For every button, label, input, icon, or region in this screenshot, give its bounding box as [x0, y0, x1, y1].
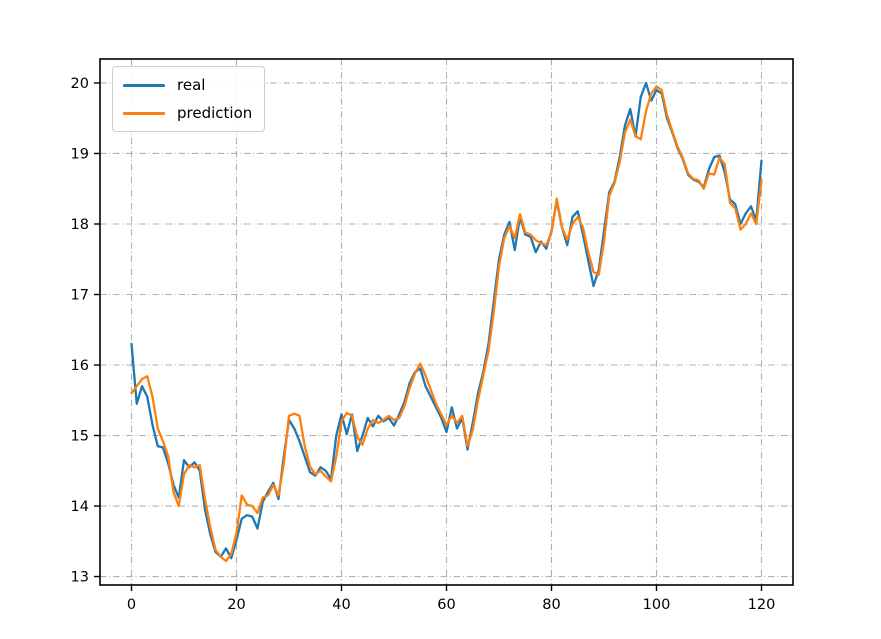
legend-label-prediction: prediction — [177, 104, 253, 122]
legend-item-real: real — [123, 74, 252, 96]
x-tick-label: 40 — [332, 597, 350, 613]
y-tick-label: 17 — [71, 288, 89, 304]
y-tick-label: 20 — [71, 76, 89, 92]
y-tick-label: 14 — [71, 499, 89, 515]
x-tick-label: 80 — [542, 597, 560, 613]
real-line — [130, 81, 763, 560]
y-tick-label: 18 — [71, 217, 89, 233]
legend-label-real: real — [177, 76, 206, 94]
real-line-swatch — [123, 83, 165, 87]
prediction-line — [130, 85, 763, 563]
y-tick-label: 19 — [71, 146, 89, 162]
y-tick-label: 13 — [71, 570, 89, 586]
x-tick-label: 120 — [748, 597, 776, 613]
x-tick-label: 100 — [643, 597, 671, 613]
x-tick-label: 20 — [227, 597, 245, 613]
x-tick-label: 60 — [437, 597, 455, 613]
prediction-line-swatch — [123, 111, 165, 115]
x-tick-label: 0 — [127, 597, 136, 613]
legend: real prediction — [112, 66, 266, 132]
y-tick-label: 15 — [71, 429, 89, 445]
y-tick-label: 16 — [71, 358, 89, 374]
legend-item-prediction: prediction — [123, 102, 252, 124]
